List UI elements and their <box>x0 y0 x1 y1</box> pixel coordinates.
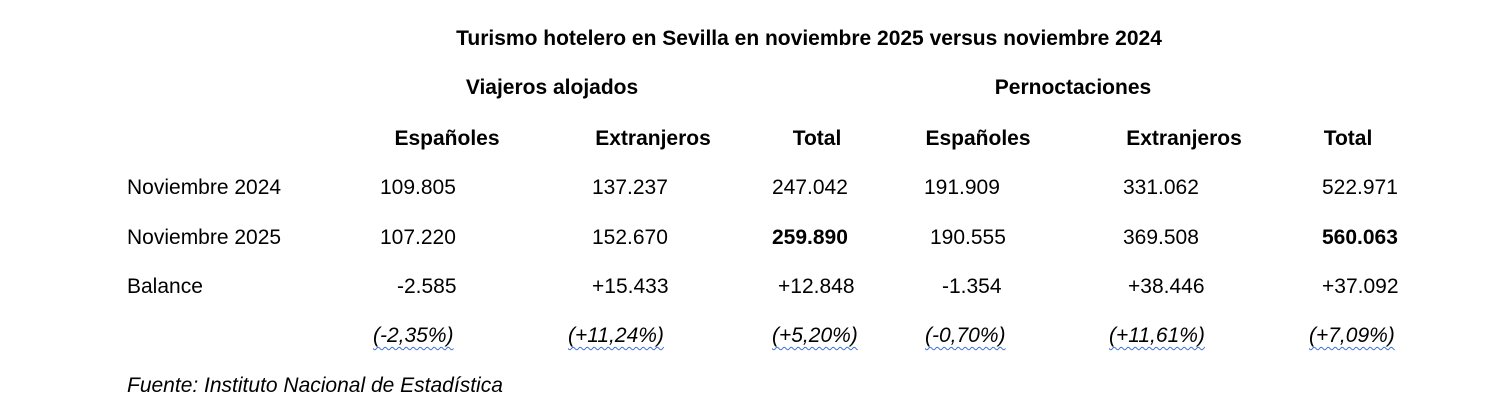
cell-value: 137.237 <box>592 176 668 199</box>
cell-value-highlight: 259.890 <box>772 226 848 249</box>
cell-value: 107.220 <box>380 226 456 249</box>
cell-value: +37.092 <box>1322 275 1399 298</box>
percentage-value: (+11,61%) <box>1109 324 1205 347</box>
percentage-value: (-0,70%) <box>925 324 1006 347</box>
percentage-value: (+5,20%) <box>772 324 858 347</box>
column-header-espanoles-viajeros: Españoles <box>394 127 500 150</box>
percentage-value: (-2,35%) <box>373 324 454 347</box>
cell-value: 369.508 <box>1123 226 1199 249</box>
group-header-pernoctaciones: Pernoctaciones <box>994 76 1152 99</box>
row-label: Noviembre 2025 <box>127 226 282 249</box>
cell-value: 109.805 <box>380 176 456 199</box>
percentage-value: (+7,09%) <box>1309 324 1395 347</box>
cell-value: 331.062 <box>1123 176 1199 199</box>
cell-value-highlight: 560.063 <box>1322 226 1398 249</box>
cell-value: 152.670 <box>592 226 668 249</box>
column-header-total-viajeros: Total <box>792 127 842 150</box>
row-label: Noviembre 2024 <box>127 176 282 199</box>
cell-value: -1.354 <box>942 275 1002 298</box>
column-header-total-pernoctaciones: Total <box>1323 127 1373 150</box>
row-label: Balance <box>127 275 203 298</box>
cell-value: -2.585 <box>397 275 457 298</box>
group-header-viajeros: Viajeros alojados <box>465 76 639 99</box>
cell-value: +15.433 <box>592 275 669 298</box>
cell-value: 191.909 <box>924 176 1000 199</box>
cell-value: +38.446 <box>1128 275 1205 298</box>
cell-value: 247.042 <box>772 176 848 199</box>
cell-value: +12.848 <box>778 275 855 298</box>
cell-value: 190.555 <box>930 226 1006 249</box>
column-header-espanoles-pernoctaciones: Españoles <box>925 127 1031 150</box>
cell-value: 522.971 <box>1322 176 1398 199</box>
source-note: Fuente: Instituto Nacional de Estadístic… <box>127 374 503 397</box>
table-title: Turismo hotelero en Sevilla en noviembre… <box>456 27 1162 50</box>
percentage-value: (+11,24%) <box>568 324 664 347</box>
column-header-extranjeros-viajeros: Extranjeros <box>595 127 711 150</box>
column-header-extranjeros-pernoctaciones: Extranjeros <box>1126 127 1242 150</box>
